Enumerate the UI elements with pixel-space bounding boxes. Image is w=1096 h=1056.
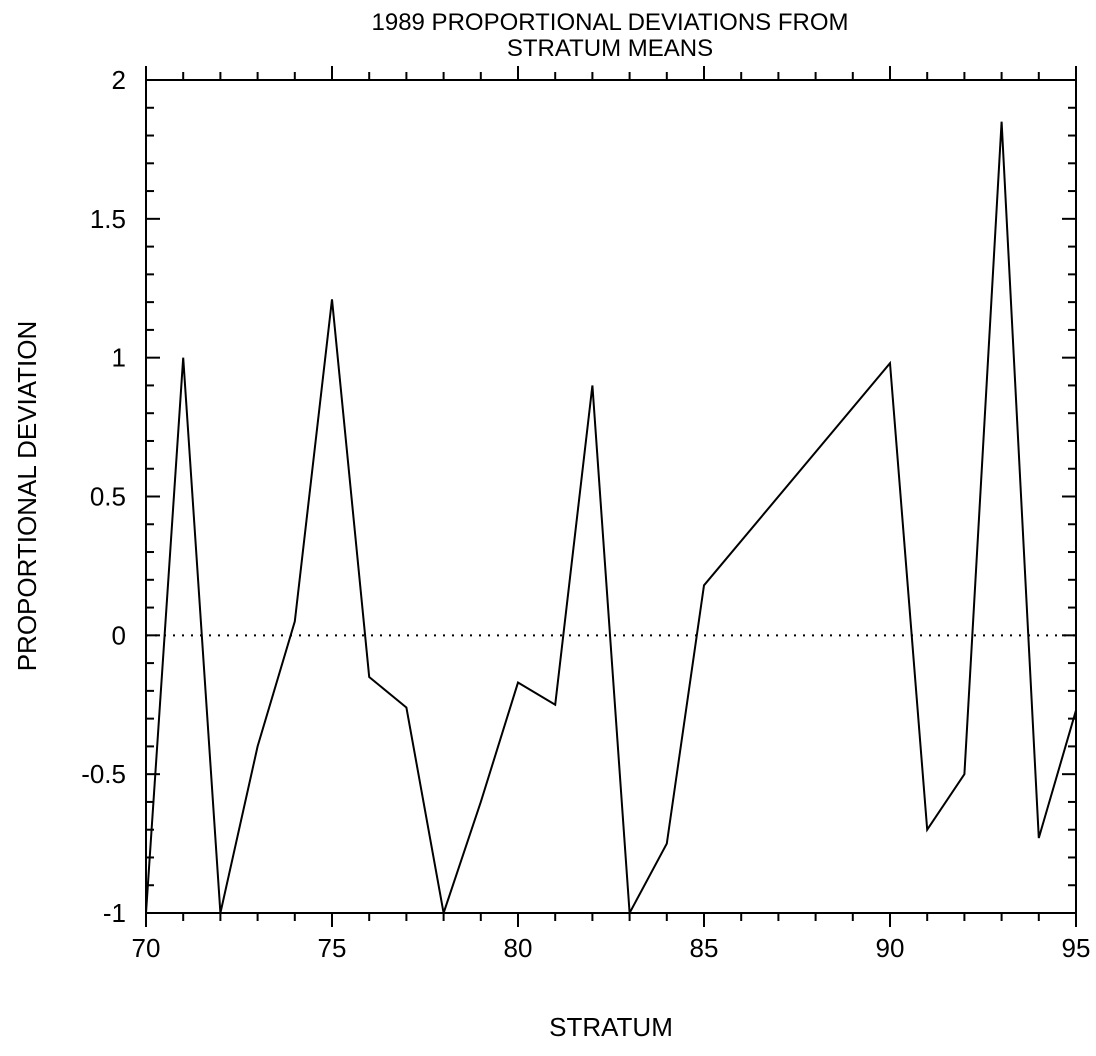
y-tick-label: 2: [112, 65, 126, 95]
x-tick-label: 90: [876, 933, 905, 963]
y-axis-label: PROPORTIONAL DEVIATION: [12, 321, 42, 672]
chart-title: 1989 PROPORTIONAL DEVIATIONS FROM: [372, 9, 849, 36]
y-tick-label: 1.5: [90, 204, 126, 234]
x-tick-label: 95: [1062, 933, 1091, 963]
y-tick-label: 0: [112, 620, 126, 650]
chart-title: STRATUM MEANS: [507, 35, 713, 62]
y-tick-label: 1: [112, 343, 126, 373]
x-tick-label: 70: [132, 933, 161, 963]
y-tick-label: -1: [103, 898, 126, 928]
y-tick-label: -0.5: [81, 759, 126, 789]
x-tick-label: 75: [318, 933, 347, 963]
x-tick-label: 80: [504, 933, 533, 963]
y-tick-label: 0.5: [90, 482, 126, 512]
plot-frame: [145, 79, 1077, 914]
x-tick-label: 85: [690, 933, 719, 963]
data-line: [145, 121, 1077, 917]
x-axis-label: STRATUM: [549, 1012, 673, 1042]
